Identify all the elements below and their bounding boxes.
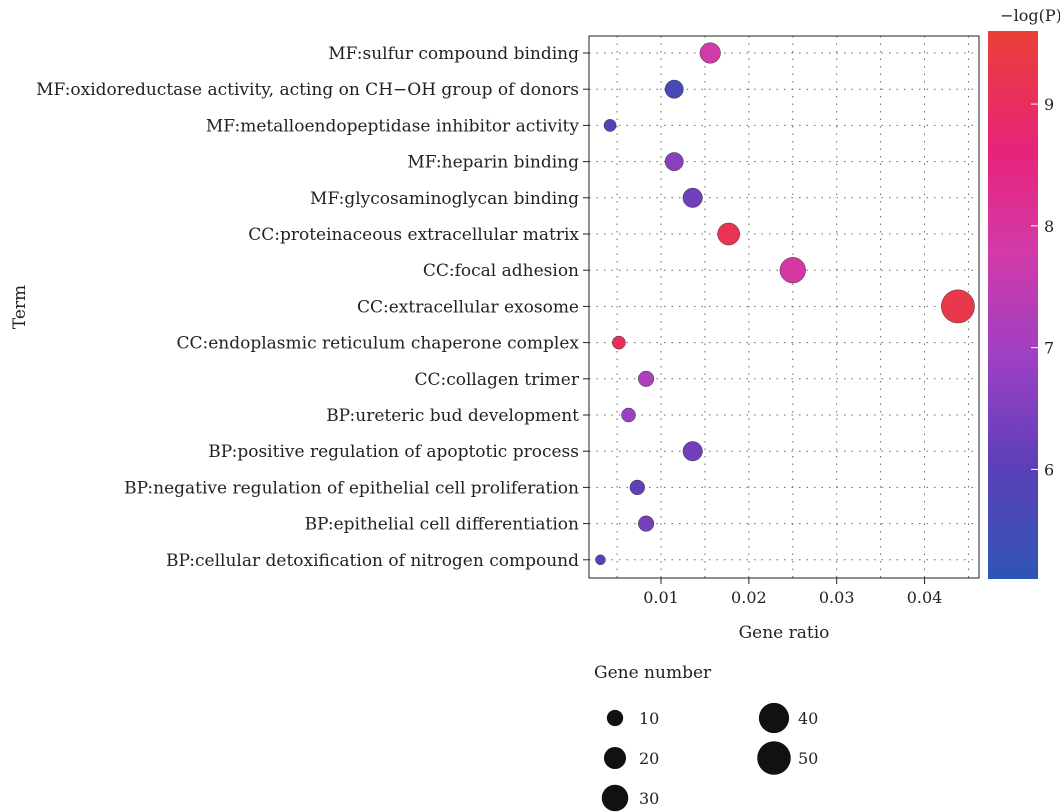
size-legend-label: 40	[798, 709, 818, 728]
data-point	[699, 42, 721, 64]
y-tick-label: MF:metalloendopeptidase inhibitor activi…	[206, 116, 579, 136]
data-point	[595, 554, 606, 566]
y-tick-label: BP:ureteric bud development	[326, 406, 579, 426]
size-legend-label: 10	[639, 709, 659, 728]
color-legend: −log(P) 6 7 8 9	[988, 6, 1060, 579]
y-tick-label: BP:positive regulation of apoptotic proc…	[208, 442, 579, 462]
size-legend-dot	[601, 784, 629, 812]
y-tick-label: BP:negative regulation of epithelial cel…	[124, 478, 579, 498]
size-legend-dot	[603, 746, 627, 770]
y-tick-label: BP:epithelial cell differentiation	[305, 515, 579, 535]
size-legend-items: 10 20 30 40 50	[601, 702, 818, 812]
y-axis: MF:sulfur compound binding MF:oxidoreduct…	[36, 44, 589, 571]
data-points	[595, 42, 975, 566]
y-tick-label: BP:cellular detoxification of nitrogen c…	[166, 551, 579, 571]
data-point	[779, 257, 806, 284]
size-legend-dot	[757, 741, 791, 775]
data-point	[629, 479, 645, 496]
color-legend-tick-label: 7	[1044, 339, 1054, 358]
data-point	[717, 222, 740, 246]
data-point	[941, 289, 975, 324]
data-point	[682, 441, 703, 462]
x-tick-label: 0.03	[819, 588, 855, 607]
x-tick-label: 0.04	[907, 588, 943, 607]
x-axis: 0.01 0.02 0.03 0.04	[643, 578, 942, 607]
data-point	[621, 407, 636, 423]
color-legend-bar	[988, 31, 1038, 579]
y-tick-label: CC:endoplasmic reticulum chaperone compl…	[176, 334, 579, 354]
size-legend-label: 30	[639, 789, 659, 808]
size-legend-title: Gene number	[594, 663, 712, 683]
color-legend-title: −log(P)	[1000, 6, 1060, 25]
y-axis-title: Term	[10, 285, 30, 329]
y-tick-label: MF:sulfur compound binding	[328, 44, 579, 64]
data-point	[603, 119, 617, 132]
plot-frame	[588, 35, 980, 579]
y-tick-label: CC:focal adhesion	[423, 261, 579, 281]
y-tick-label: MF:heparin binding	[407, 153, 579, 173]
x-axis-title: Gene ratio	[739, 623, 830, 643]
data-point	[664, 152, 684, 171]
color-legend-ticks: 6 7 8 9	[1031, 95, 1054, 479]
size-legend-label: 20	[639, 749, 659, 768]
size-legend-dot	[606, 709, 624, 727]
color-legend-tick-label: 9	[1044, 95, 1054, 114]
y-tick-label: CC:proteinaceous extracellular matrix	[248, 225, 579, 245]
data-point	[638, 515, 655, 532]
x-tick-label: 0.02	[731, 588, 767, 607]
color-legend-tick-label: 6	[1044, 460, 1054, 479]
data-point	[664, 79, 684, 99]
color-legend-tick-label: 8	[1044, 217, 1054, 236]
size-legend-dot	[758, 702, 790, 734]
data-point	[682, 187, 703, 208]
y-tick-label: CC:extracellular exosome	[357, 297, 579, 317]
data-point	[638, 370, 655, 387]
y-tick-label: MF:glycosaminoglycan binding	[310, 189, 579, 209]
y-tick-label: MF:oxidoreductase activity, acting on CH…	[36, 80, 579, 100]
size-legend: Gene number 10 20 30 40 50	[594, 663, 818, 812]
y-tick-label: CC:collagen trimer	[414, 370, 579, 390]
size-legend-label: 50	[798, 749, 818, 768]
grid-lines	[589, 36, 979, 578]
x-tick-label: 0.01	[643, 588, 679, 607]
data-point	[612, 335, 626, 350]
